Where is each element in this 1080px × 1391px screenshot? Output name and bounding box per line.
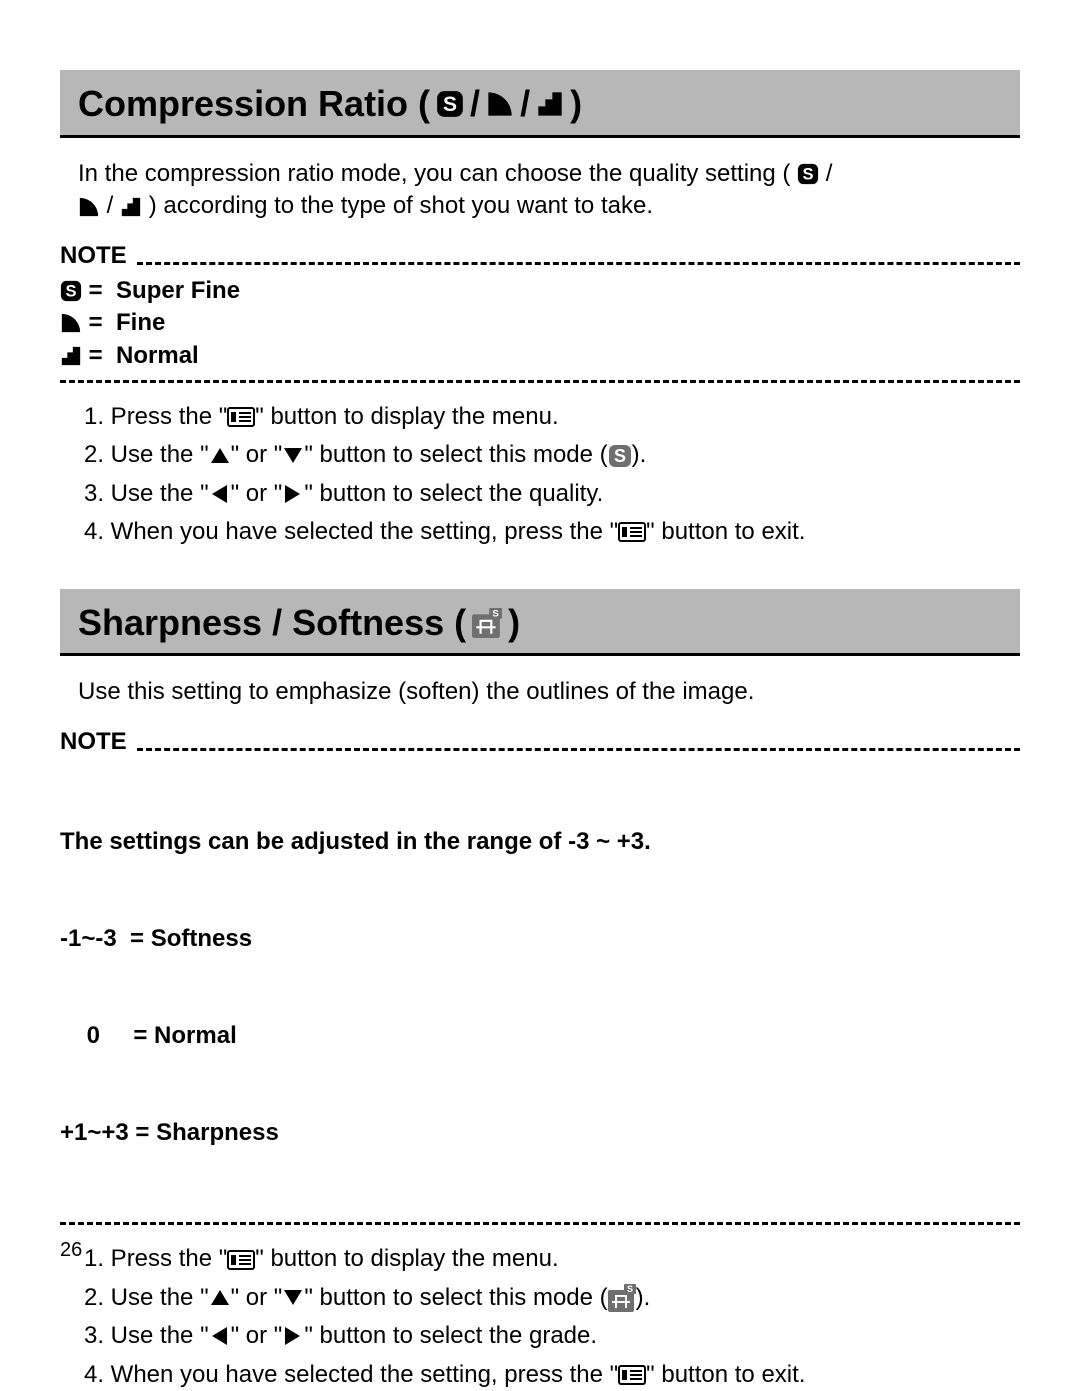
section2-title-pre: Sharpness / Softness ( <box>78 599 466 648</box>
s1-step2a: 2. Use the " <box>84 439 209 471</box>
s1-step4b: " button to exit. <box>646 516 805 548</box>
fine-icon <box>78 196 100 218</box>
menu-icon <box>227 405 255 429</box>
fine-icon <box>60 312 82 334</box>
section1-title-sep1: / <box>470 80 480 129</box>
s2-step3a: 3. Use the " <box>84 1320 209 1352</box>
intro1-pre: In the compression ratio mode, you can c… <box>78 160 790 187</box>
s2-step4b: " button to exit. <box>646 1359 805 1391</box>
superfine-icon <box>436 90 464 118</box>
dash-line <box>137 748 1020 751</box>
section1-intro: In the compression ratio mode, you can c… <box>78 158 1020 223</box>
section2-title-post: ) <box>508 599 520 648</box>
section-header-sharpness: Sharpness / Softness ( ) <box>60 589 1020 657</box>
note-label: NOTE <box>60 726 127 758</box>
section-header-compression: Compression Ratio ( / / ) <box>60 70 1020 138</box>
s2-step2d: ). <box>636 1282 651 1314</box>
intro1-sep1: / <box>826 160 833 187</box>
sharpness-icon <box>608 1284 636 1312</box>
s2-step1b: " button to display the menu. <box>255 1243 558 1275</box>
s1-step3b: " or " <box>231 478 283 510</box>
normal-icon <box>60 345 82 367</box>
note1-l2: = Fine <box>82 307 165 339</box>
s1-step2d: ). <box>632 439 647 471</box>
intro1-sep2: / <box>107 192 120 219</box>
s1-step2b: " or " <box>231 439 283 471</box>
down-arrow-icon <box>282 445 304 467</box>
note1-l3: = Normal <box>82 340 199 372</box>
normal-icon <box>536 90 564 118</box>
menu-icon <box>618 520 646 544</box>
sharpness-icon <box>472 608 502 638</box>
section1-title-post: ) <box>570 80 582 129</box>
menu-icon <box>227 1248 255 1272</box>
note2-l2: -1~-3 = Softness <box>60 923 1020 955</box>
s1-step4a: 4. When you have selected the setting, p… <box>84 516 618 548</box>
up-arrow-icon <box>209 1287 231 1309</box>
s2-step3c: " button to select the grade. <box>304 1320 597 1352</box>
s2-step2c: " button to select this mode ( <box>304 1282 607 1314</box>
note1-l1: = Super Fine <box>82 275 240 307</box>
section1-steps: 1. Press the " " button to display the m… <box>84 401 1020 549</box>
dash-line <box>60 380 1020 383</box>
s1-step3a: 3. Use the " <box>84 478 209 510</box>
right-arrow-icon <box>282 1325 304 1347</box>
note2-l3: 0 = Normal <box>60 1020 1020 1052</box>
section1-note: NOTE = Super Fine = Fine = Normal <box>60 240 1020 383</box>
superfine-icon <box>797 163 819 185</box>
s2-step3b: " or " <box>231 1320 283 1352</box>
intro1-post: ) according to the type of shot you want… <box>149 192 653 219</box>
up-arrow-icon <box>209 445 231 467</box>
dash-line <box>60 1222 1020 1225</box>
note2-l1: The settings can be adjusted in the rang… <box>60 826 1020 858</box>
left-arrow-icon <box>209 1325 231 1347</box>
superfine-grey-icon <box>608 444 632 468</box>
menu-icon <box>618 1363 646 1387</box>
section2-steps: 1. Press the " " button to display the m… <box>84 1243 1020 1391</box>
s1-step1a: 1. Press the " <box>84 401 227 433</box>
section2-intro: Use this setting to emphasize (soften) t… <box>78 676 1020 708</box>
s2-step1a: 1. Press the " <box>84 1243 227 1275</box>
superfine-icon <box>60 280 82 302</box>
note-label: NOTE <box>60 240 127 272</box>
section1-title-sep2: / <box>520 80 530 129</box>
section2-note: NOTE The settings can be adjusted in the… <box>60 726 1020 1225</box>
section1-title-pre: Compression Ratio ( <box>78 80 430 129</box>
page-number: 26 <box>60 1237 82 1264</box>
left-arrow-icon <box>209 483 231 505</box>
fine-icon <box>486 90 514 118</box>
s1-step1b: " button to display the menu. <box>255 401 558 433</box>
s2-step4a: 4. When you have selected the setting, p… <box>84 1359 618 1391</box>
dash-line <box>137 262 1020 265</box>
s1-step3c: " button to select the quality. <box>304 478 603 510</box>
note2-l4: +1~+3 = Sharpness <box>60 1117 1020 1149</box>
s2-step2a: 2. Use the " <box>84 1282 209 1314</box>
right-arrow-icon <box>282 483 304 505</box>
down-arrow-icon <box>282 1287 304 1309</box>
s2-step2b: " or " <box>231 1282 283 1314</box>
s1-step2c: " button to select this mode ( <box>304 439 607 471</box>
normal-icon <box>120 196 142 218</box>
